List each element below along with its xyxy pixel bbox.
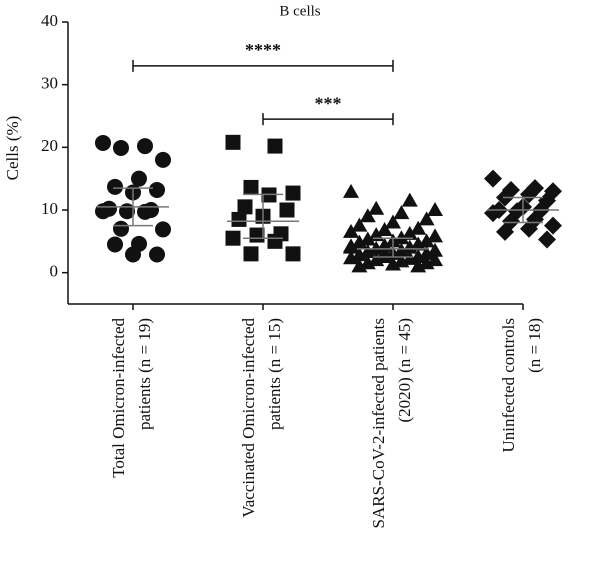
dot xyxy=(484,169,502,188)
dot xyxy=(343,250,359,265)
dot xyxy=(401,192,418,207)
dot xyxy=(427,242,443,257)
dot xyxy=(359,231,376,246)
dot xyxy=(376,222,393,237)
dot xyxy=(393,230,410,245)
dot xyxy=(418,255,435,270)
dot xyxy=(343,238,359,253)
dot xyxy=(376,244,393,259)
dot xyxy=(343,223,359,238)
dot xyxy=(131,170,147,187)
dot xyxy=(385,256,401,271)
dot xyxy=(285,185,301,201)
dot xyxy=(351,247,368,262)
x-tick-label: Total Omicron-infected xyxy=(109,318,128,478)
dot xyxy=(149,181,165,198)
dot xyxy=(393,242,410,257)
dot xyxy=(351,258,368,273)
dot xyxy=(368,240,385,255)
dot xyxy=(107,178,123,195)
dot xyxy=(520,185,538,204)
dot xyxy=(418,211,435,226)
x-tick-label: patients (n = 19) xyxy=(135,318,154,430)
dot xyxy=(496,222,514,241)
dot xyxy=(113,139,129,156)
dot xyxy=(267,138,283,154)
dot xyxy=(484,204,502,223)
x-tick-label: (n = 18) xyxy=(525,318,544,373)
dot xyxy=(137,203,153,220)
dot xyxy=(149,246,165,263)
y-tick-label: 20 xyxy=(41,136,58,155)
dot xyxy=(279,202,295,218)
chart-title: B cells xyxy=(279,3,320,19)
dot xyxy=(410,258,427,273)
dot xyxy=(359,255,376,270)
y-tick-label: 30 xyxy=(41,74,58,93)
dot xyxy=(393,253,410,268)
dot xyxy=(343,183,359,198)
dot xyxy=(393,205,410,220)
dot xyxy=(225,134,241,150)
dot xyxy=(401,225,418,240)
dot xyxy=(368,200,385,215)
dot xyxy=(359,243,376,258)
dot xyxy=(427,252,443,267)
dot xyxy=(95,203,111,220)
dot xyxy=(113,220,129,237)
dot xyxy=(427,202,443,216)
dot xyxy=(267,233,283,249)
dot xyxy=(401,239,418,254)
significance-label: *** xyxy=(315,93,342,113)
dot xyxy=(285,246,301,262)
dot xyxy=(520,219,538,238)
dot xyxy=(410,220,427,235)
dot xyxy=(243,179,259,195)
dot xyxy=(231,211,247,227)
x-tick-label: patients (n = 15) xyxy=(265,318,284,430)
significance-label: **** xyxy=(245,40,281,60)
dot xyxy=(351,217,368,232)
dot xyxy=(385,214,401,229)
dot xyxy=(544,216,562,235)
dot xyxy=(418,245,435,260)
y-tick-label: 10 xyxy=(41,199,58,218)
dot xyxy=(427,228,443,243)
dot xyxy=(137,138,153,155)
dot xyxy=(418,233,435,248)
dot xyxy=(155,221,171,238)
y-tick-label: 40 xyxy=(41,11,58,30)
dot xyxy=(368,252,385,267)
dot xyxy=(410,236,427,251)
dot xyxy=(225,230,241,246)
dot xyxy=(155,151,171,168)
x-tick-label: Uninfected controls xyxy=(499,318,518,453)
x-tick-label: (2020) (n = 45) xyxy=(395,318,414,422)
x-tick-label: Vaccinated Omicron-infected xyxy=(239,318,258,518)
y-axis-label: Cells (%) xyxy=(3,116,22,181)
dot xyxy=(95,134,111,151)
x-tick-label: SARS-CoV-2-infected patients xyxy=(369,318,388,528)
y-tick-label: 0 xyxy=(50,262,59,281)
dot xyxy=(237,199,253,215)
dot xyxy=(243,246,259,262)
dot xyxy=(538,230,556,249)
dot xyxy=(107,236,123,253)
dot xyxy=(351,234,368,249)
dot xyxy=(359,208,376,223)
dot xyxy=(125,246,141,263)
